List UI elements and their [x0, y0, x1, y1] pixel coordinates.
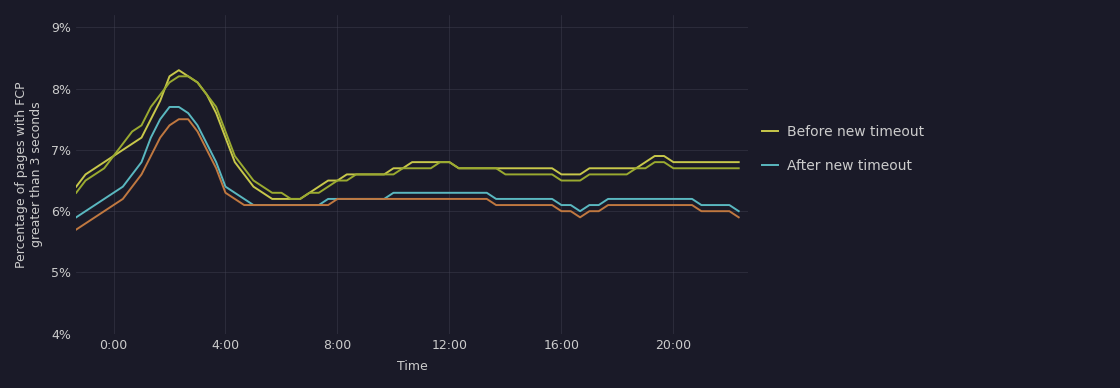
- Legend: Before new timeout, After new timeout: Before new timeout, After new timeout: [762, 125, 924, 173]
- X-axis label: Time: Time: [396, 360, 428, 373]
- Y-axis label: Percentage of pages with FCP
greater than 3 seconds: Percentage of pages with FCP greater tha…: [15, 81, 43, 268]
